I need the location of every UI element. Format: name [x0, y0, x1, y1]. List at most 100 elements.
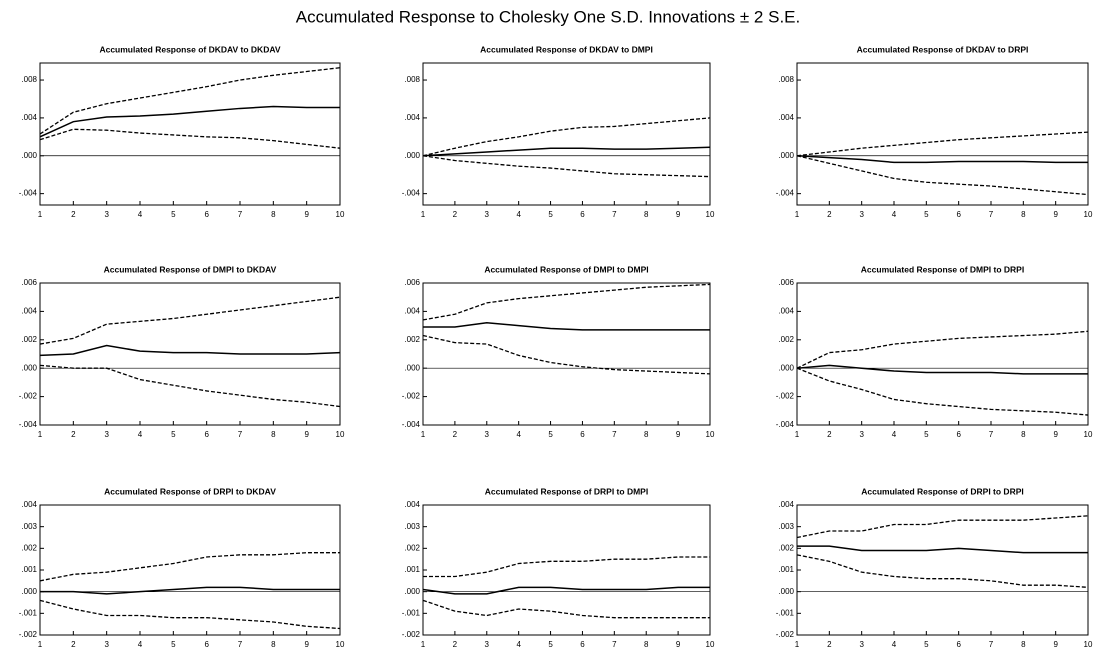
response-line — [39, 296, 341, 345]
x-tick-label: 9 — [1053, 430, 1058, 439]
y-tick-label: .002 — [778, 335, 794, 344]
x-tick-label: 9 — [304, 430, 309, 439]
y-tick-label: .001 — [778, 565, 794, 574]
x-tick-label: 8 — [1021, 430, 1026, 439]
x-tick-label: 2 — [71, 430, 76, 439]
x-tick-label: 2 — [827, 640, 832, 649]
x-tick-label: 4 — [516, 640, 521, 649]
panel-title: Accumulated Response of DKDAV to DKDAV — [99, 44, 280, 54]
x-tick-label: 7 — [612, 210, 617, 219]
y-tick-label: .000 — [778, 363, 794, 372]
x-tick-label: 4 — [138, 210, 143, 219]
y-tick-label: .002 — [778, 543, 794, 552]
x-tick-label: 2 — [453, 430, 458, 439]
panel-title: Accumulated Response of DMPI to DKDAV — [104, 264, 277, 274]
x-tick-label: 1 — [421, 640, 426, 649]
x-tick-label: 3 — [859, 430, 864, 439]
response-line — [39, 67, 341, 135]
y-tick-label: .004 — [778, 113, 794, 122]
x-tick-label: 8 — [644, 640, 649, 649]
x-tick-label: 9 — [1053, 210, 1058, 219]
y-tick-label: -.004 — [402, 189, 421, 198]
y-tick-label: .002 — [404, 543, 420, 552]
y-tick-label: .004 — [21, 113, 37, 122]
y-tick-label: -.004 — [776, 189, 795, 198]
y-tick-label: -.004 — [19, 420, 38, 429]
x-tick-label: 2 — [827, 430, 832, 439]
y-tick-label: -.002 — [776, 630, 795, 639]
response-line — [422, 155, 711, 178]
x-tick-label: 1 — [38, 210, 43, 219]
x-tick-label: 7 — [612, 430, 617, 439]
response-line — [423, 556, 710, 578]
y-tick-label: -.002 — [402, 630, 421, 639]
response-line — [796, 131, 1089, 157]
x-tick-label: 5 — [924, 210, 929, 219]
y-tick-label: -.002 — [19, 392, 38, 401]
response-line — [422, 586, 710, 595]
y-tick-label: .000 — [404, 587, 420, 596]
response-line — [796, 554, 1089, 588]
x-tick-label: 9 — [676, 210, 681, 219]
plot-frame — [39, 504, 341, 636]
x-tick-label: 10 — [336, 210, 345, 219]
x-tick-label: 4 — [516, 430, 521, 439]
y-tick-label: .000 — [404, 363, 420, 372]
panel-title: Accumulated Response of DMPI to DRPI — [861, 264, 1024, 274]
y-tick-label: .004 — [778, 307, 794, 316]
y-tick-label: .008 — [404, 75, 420, 84]
x-tick-label: 10 — [1084, 210, 1093, 219]
x-tick-label: 9 — [676, 430, 681, 439]
y-tick-label: .003 — [404, 522, 420, 531]
y-tick-label: -.001 — [776, 608, 795, 617]
response-line — [39, 105, 340, 138]
plot-frame — [39, 62, 341, 206]
y-tick-label: .000 — [21, 151, 37, 160]
x-tick-label: 3 — [859, 210, 864, 219]
x-tick-label: 5 — [171, 640, 176, 649]
y-tick-label: -.004 — [776, 420, 795, 429]
y-tick-label: .006 — [21, 278, 37, 287]
response-line — [796, 515, 1089, 539]
y-tick-label: .004 — [21, 307, 37, 316]
x-tick-label: 8 — [1021, 210, 1026, 219]
x-tick-label: 8 — [271, 640, 276, 649]
response-line — [422, 334, 711, 375]
x-tick-label: 7 — [238, 210, 243, 219]
panel-title: Accumulated Response of DMPI to DMPI — [484, 264, 648, 274]
y-tick-label: .002 — [404, 335, 420, 344]
x-tick-label: 2 — [827, 210, 832, 219]
x-tick-label: 1 — [795, 430, 800, 439]
x-tick-label: 3 — [859, 640, 864, 649]
panel-title: Accumulated Response of DRPI to DKDAV — [104, 486, 276, 496]
x-tick-label: 8 — [1021, 640, 1026, 649]
x-tick-label: 6 — [956, 210, 961, 219]
panel-title: Accumulated Response of DKDAV to DRPI — [857, 44, 1029, 54]
y-tick-label: .002 — [21, 335, 37, 344]
y-tick-label: .002 — [21, 543, 37, 552]
y-tick-label: .004 — [21, 500, 37, 509]
plot-frame — [422, 282, 711, 426]
response-line — [422, 599, 710, 619]
y-tick-label: .008 — [21, 75, 37, 84]
x-tick-label: 1 — [795, 640, 800, 649]
y-tick-label: .006 — [404, 278, 420, 287]
response-line — [796, 330, 1089, 369]
x-tick-label: 7 — [989, 430, 994, 439]
x-tick-label: 5 — [924, 430, 929, 439]
y-tick-label: -.001 — [19, 608, 38, 617]
x-tick-label: 5 — [548, 640, 553, 649]
panel-title: Accumulated Response of DRPI to DMPI — [485, 486, 648, 496]
x-tick-label: 4 — [138, 430, 143, 439]
x-tick-label: 4 — [892, 210, 897, 219]
response-line — [796, 364, 1088, 375]
y-tick-label: -.002 — [19, 630, 38, 639]
y-tick-label: .000 — [21, 363, 37, 372]
response-line — [423, 322, 710, 331]
x-tick-label: 10 — [706, 430, 715, 439]
y-tick-label: -.004 — [402, 420, 421, 429]
y-tick-label: .004 — [778, 500, 794, 509]
x-tick-label: 4 — [138, 640, 143, 649]
x-tick-label: 3 — [104, 640, 109, 649]
